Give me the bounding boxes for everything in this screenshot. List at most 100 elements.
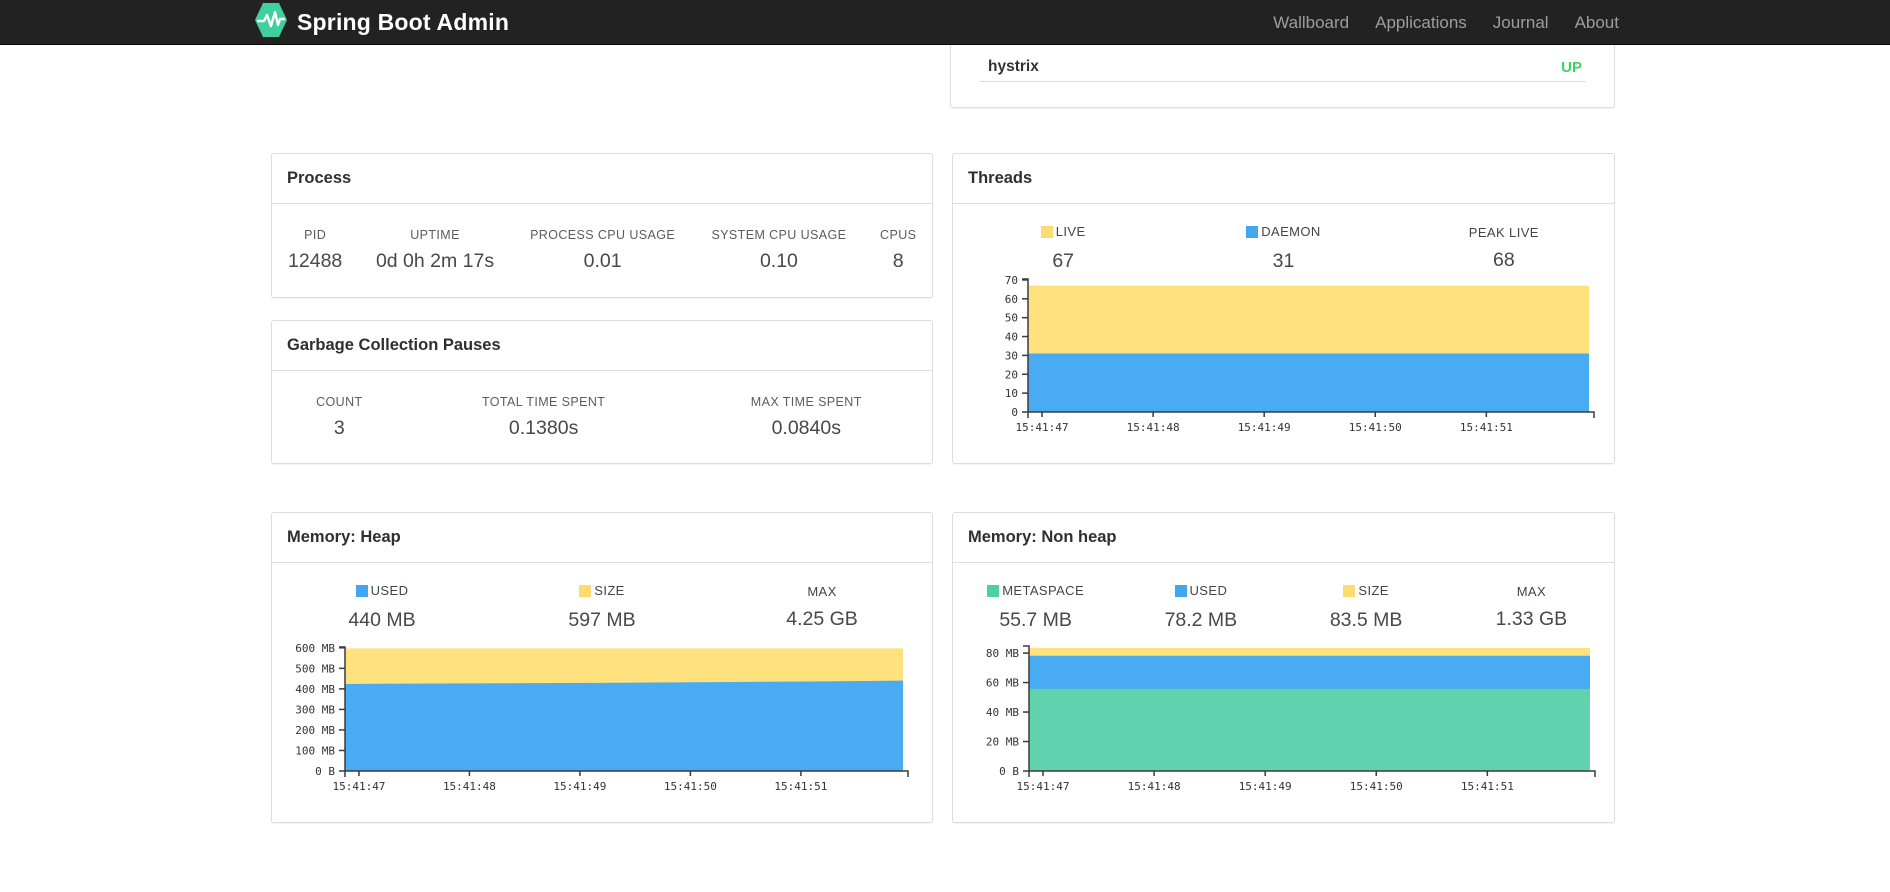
panel-title: Threads [968,169,1033,187]
svg-text:15:41:48: 15:41:48 [1127,421,1180,434]
svg-text:10: 10 [1005,387,1018,400]
stat-value: 3 [333,417,345,439]
application-row[interactable]: hystrix UP [951,45,1614,81]
legend-label: MAX [807,584,837,599]
svg-text:15:41:49: 15:41:49 [1238,421,1291,434]
divider [979,81,1586,82]
gc-stats: COUNT 3 TOTAL TIME SPENT 0.1380s MAX TIM… [272,395,932,440]
nav-item-wallboard[interactable]: Wallboard [1273,13,1350,32]
legend-label: MAX [1516,584,1547,599]
svg-text:15:41:47: 15:41:47 [1017,780,1070,793]
nav-item-about[interactable]: About [1574,13,1619,32]
legend-label: USED [370,583,409,598]
svg-text:0: 0 [1011,406,1018,419]
legend-swatch [579,584,592,597]
svg-text:300 MB: 300 MB [295,703,335,716]
gc-pauses-panel: Garbage Collection Pauses COUNT 3 TOTAL … [271,320,933,464]
svg-text:100 MB: 100 MB [295,744,335,757]
svg-text:0 B: 0 B [999,765,1019,778]
stat-value: 12488 [288,250,343,272]
panel-heading: Memory: Non heap [953,513,1614,563]
svg-text:15:41:49: 15:41:49 [553,780,606,793]
svg-text:15:41:51: 15:41:51 [774,780,827,793]
stat-value: 0.1380s [508,417,579,439]
stat-label: SYSTEM CPU USAGE [711,228,847,242]
svg-text:60 MB: 60 MB [986,677,1019,690]
memory-nonheap-legend: METASPACE 55.7 MB USED 78.2 MB SIZE 83.5… [953,583,1614,632]
stat-process-cpu: PROCESS CPU USAGE 0.01 [512,228,694,273]
stat-value: 0.01 [583,250,622,272]
svg-text:40 MB: 40 MB [986,706,1019,719]
stat-gc-count: COUNT 3 [272,395,407,440]
stat-value: 0.10 [759,250,798,272]
legend-value: 55.7 MB [999,608,1072,631]
legend-item-metaspace: METASPACE 55.7 MB [953,583,1118,632]
legend-value: 4.25 GB [786,608,858,630]
svg-text:15:41:50: 15:41:50 [1350,780,1403,793]
memory-heap-chart: 0 B 100 MB 200 MB 300 MB 400 MB 500 MB 600 MB 1… [295,642,909,793]
svg-text:400 MB: 400 MB [295,683,335,696]
stat-system-cpu: SYSTEM CPU USAGE 0.10 [693,228,864,273]
panel-heading: Process [272,154,932,204]
legend-label: USED [1189,583,1228,598]
svg-text:15:41:50: 15:41:50 [664,780,717,793]
legend-label: DAEMON [1261,224,1321,239]
svg-text:600 MB: 600 MB [295,642,335,655]
nav-links: Wallboard Applications Journal About [1260,0,1632,45]
svg-text:80 MB: 80 MB [986,647,1019,660]
stat-gc-total-time: TOTAL TIME SPENT 0.1380s [407,395,681,440]
svg-text:15:41:50: 15:41:50 [1349,421,1402,434]
legend-value: 440 MB [348,608,416,631]
application-status-panel: hystrix UP [950,45,1615,108]
stat-label: PID [304,228,327,242]
svg-text:20: 20 [1005,368,1018,381]
panel-heading: Memory: Heap [272,513,932,563]
legend-item-size: SIZE 597 MB [492,583,712,632]
legend-item-max: MAX 1.33 GB [1449,583,1614,632]
stat-value: 0.0840s [771,417,841,439]
legend-swatch [1174,584,1187,597]
legend-swatch [355,584,368,597]
stat-label: COUNT [316,395,363,409]
stat-label: CPUS [880,228,917,242]
memory-heap-panel: Memory: Heap USED 440 MB SIZE 597 MB MAX… [271,512,933,823]
memory-nonheap-panel: Memory: Non heap METASPACE 55.7 MB USED … [952,512,1615,823]
svg-text:15:41:48: 15:41:48 [443,780,496,793]
legend-value: 68 [1492,249,1515,271]
memory-heap-legend: USED 440 MB SIZE 597 MB MAX 4.25 GB [272,583,932,632]
legend-label: METASPACE [1002,583,1085,598]
svg-text:0 B: 0 B [315,765,335,778]
legend-item-used: USED 78.2 MB [1118,583,1283,632]
legend-label: PEAK LIVE [1468,225,1539,240]
status-badge: UP [1561,58,1582,76]
legend-value: 597 MB [568,608,636,631]
stat-label: PROCESS CPU USAGE [530,228,676,242]
nav-item-journal[interactable]: Journal [1492,13,1549,32]
brand[interactable]: Spring Boot Admin [254,0,509,45]
svg-text:500 MB: 500 MB [295,662,335,675]
legend-label: LIVE [1055,224,1086,239]
legend-value: 1.33 GB [1495,608,1568,630]
legend-value: 78.2 MB [1164,608,1238,631]
panel-title: Process [287,169,352,187]
legend-swatch [987,584,1000,597]
svg-text:40: 40 [1005,331,1018,344]
brand-title: Spring Boot Admin [297,9,510,35]
svg-text:200 MB: 200 MB [295,724,335,737]
stat-pid: PID 12488 [272,228,358,273]
threads-chart: 0 10 20 30 40 50 60 70 15:41:47 15:41:48 15:41:49 1… [1005,274,1595,434]
panel-heading: Garbage Collection Pauses [272,321,932,371]
panel-title: Garbage Collection Pauses [287,336,501,354]
svg-text:15:41:47: 15:41:47 [332,780,385,793]
legend-item-daemon: DAEMON 31 [1173,224,1393,273]
legend-label: SIZE [594,583,625,598]
legend-item-peak-live: PEAK LIVE 68 [1394,224,1614,273]
svg-text:15:41:47: 15:41:47 [1016,421,1069,434]
legend-value: 67 [1052,249,1075,272]
process-panel: Process PID 12488 UPTIME 0d 0h 2m 17s PR… [271,153,933,298]
panel-title: Memory: Non heap [968,528,1117,546]
svg-text:15:41:51: 15:41:51 [1461,780,1514,793]
legend-item-live: LIVE 67 [953,224,1173,273]
svg-text:15:41:48: 15:41:48 [1128,780,1181,793]
nav-item-applications[interactable]: Applications [1375,13,1467,32]
